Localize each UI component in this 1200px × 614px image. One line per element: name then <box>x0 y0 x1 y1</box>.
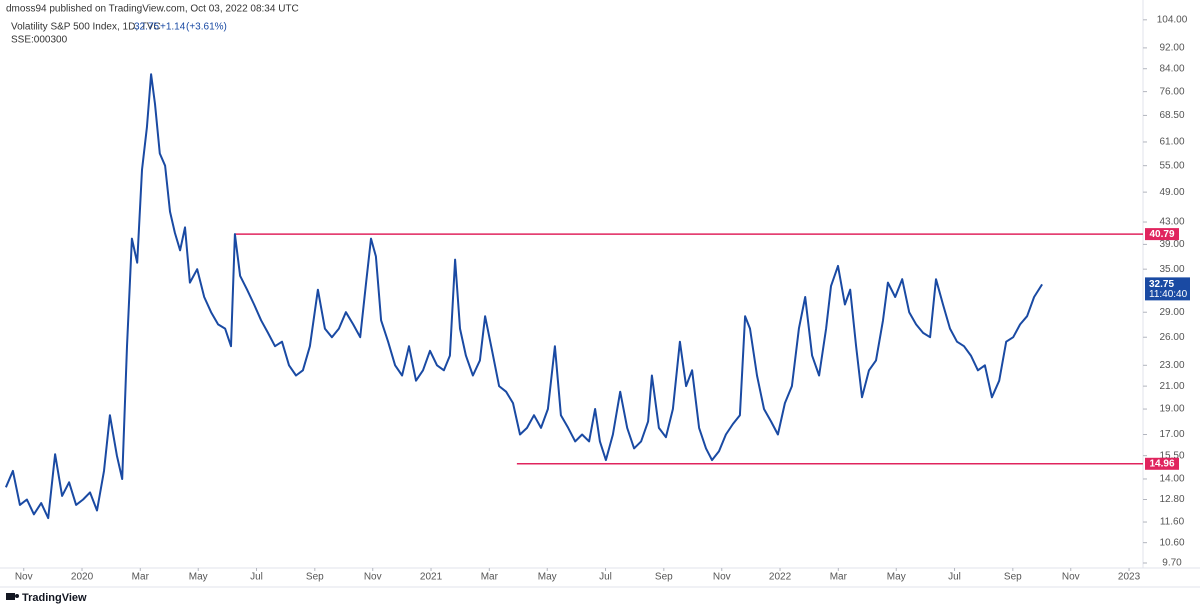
y-tick-label: 84.00 <box>1159 63 1184 74</box>
y-tick-label: 43.00 <box>1159 217 1184 228</box>
y-tick-label: 11.60 <box>1160 517 1185 528</box>
x-tick-label: Sep <box>306 572 324 583</box>
x-tick-label: May <box>189 572 208 583</box>
x-tick-label: Sep <box>655 572 673 583</box>
y-tick-label: 26.00 <box>1159 332 1184 343</box>
level-tag <box>1145 228 1179 241</box>
y-tick-label: 17.00 <box>1159 429 1184 440</box>
x-tick-label: Nov <box>1062 572 1080 583</box>
x-tick-label: Mar <box>132 572 150 583</box>
compare-symbol: SSE:000300 <box>11 35 68 46</box>
level-label: 14.96 <box>1149 458 1174 469</box>
x-tick-label: May <box>887 572 906 583</box>
x-tick-label: Nov <box>15 572 33 583</box>
y-tick-label: 14.00 <box>1159 474 1184 485</box>
x-tick-label: 2020 <box>71 572 94 583</box>
price-line <box>4 73 1043 520</box>
y-tick-label: 104.00 <box>1157 14 1188 25</box>
x-tick-label: 2022 <box>769 572 792 583</box>
level-tag <box>1145 457 1179 470</box>
y-tick-label: 19.00 <box>1159 404 1184 415</box>
y-tick-label: 55.00 <box>1159 160 1184 171</box>
y-tick-label: 15.50 <box>1159 450 1184 461</box>
logo <box>6 593 19 600</box>
y-tick-label: 68.50 <box>1159 110 1184 121</box>
y-tick-label: 61.00 <box>1159 137 1184 148</box>
change-pct: (+3.61%) <box>186 22 227 33</box>
y-tick-label: 35.00 <box>1159 264 1184 275</box>
y-tick-label: 49.00 <box>1159 187 1184 198</box>
x-tick-label: Sep <box>1004 572 1022 583</box>
x-tick-label: 2023 <box>1118 572 1141 583</box>
price-tag <box>1145 277 1190 301</box>
y-tick-label: 10.60 <box>1159 537 1184 548</box>
countdown: 11:40:40 <box>1149 289 1188 300</box>
x-tick-label: Jul <box>599 572 612 583</box>
publisher: dmoss94 published on TradingView.com, Oc… <box>6 4 299 15</box>
brand: TradingView <box>22 592 87 604</box>
x-tick-label: Jul <box>250 572 263 583</box>
y-tick-label: 23.00 <box>1159 360 1184 371</box>
y-tick-label: 39.00 <box>1159 239 1184 250</box>
change: +1.14 <box>160 22 186 33</box>
x-tick-label: Nov <box>713 572 731 583</box>
last-price: 32.75 <box>134 22 159 33</box>
x-tick-label: Nov <box>364 572 382 583</box>
y-tick-label: 29.00 <box>1159 307 1184 318</box>
y-tick-label: 76.00 <box>1159 86 1184 97</box>
x-tick-label: May <box>538 572 557 583</box>
symbol: Volatility S&P 500 Index, 1D, TVC <box>11 22 161 33</box>
x-tick-label: Jul <box>948 572 961 583</box>
level-label: 40.79 <box>1149 229 1174 240</box>
y-tick-label: 92.00 <box>1159 43 1184 54</box>
y-tick-label: 21.00 <box>1159 381 1184 392</box>
x-tick-label: Mar <box>830 572 848 583</box>
price-tag-label: 32.75 <box>1149 279 1174 290</box>
x-tick-label: Mar <box>481 572 499 583</box>
x-tick-label: 2021 <box>420 572 443 583</box>
y-tick-label: 9.70 <box>1162 558 1182 569</box>
y-tick-label: 12.80 <box>1159 494 1184 505</box>
